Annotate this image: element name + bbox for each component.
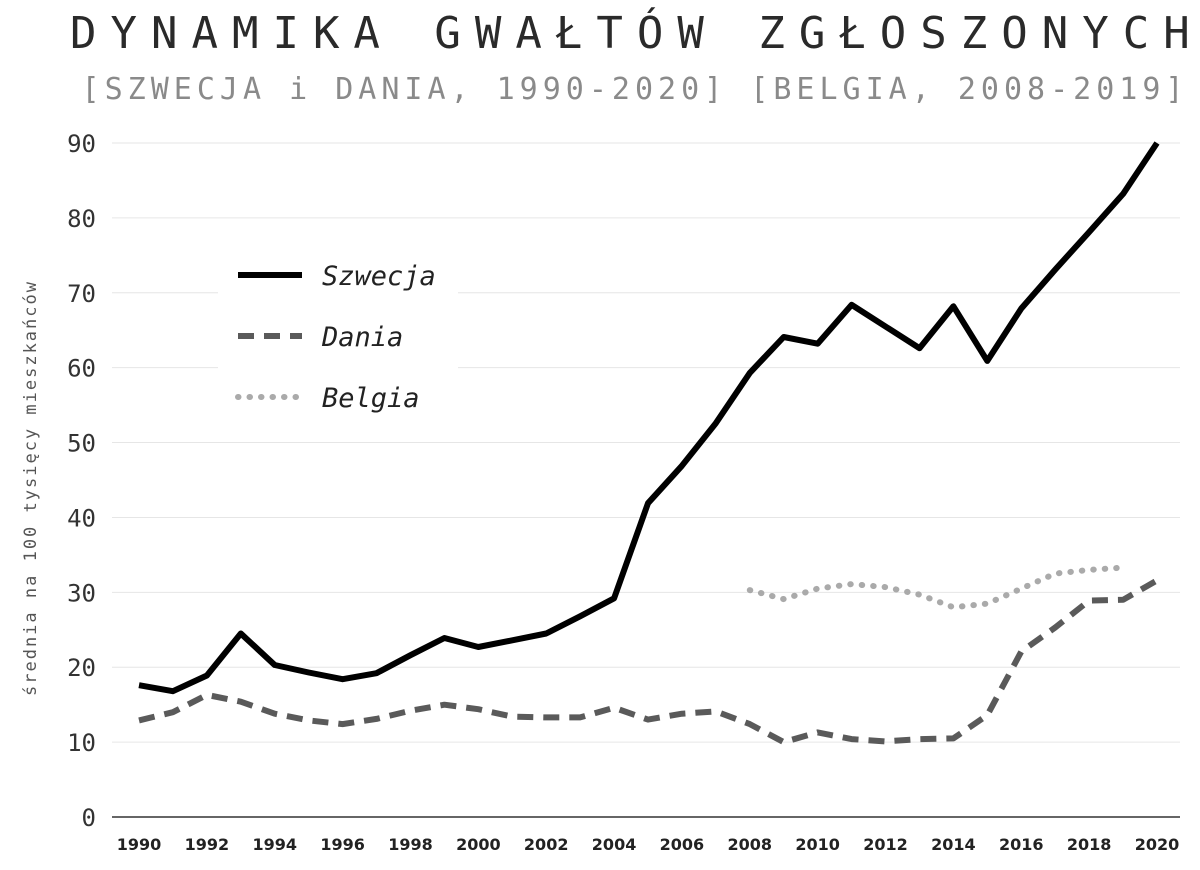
x-tick-label-2008: 2008 <box>728 835 773 854</box>
x-tick-label-2016: 2016 <box>999 835 1044 854</box>
legend: Szwecja Dania Belgia <box>218 240 458 420</box>
x-tick-label-1992: 1992 <box>185 835 230 854</box>
series-line-belgia <box>746 564 1127 611</box>
legend-label-dania: Dania <box>321 322 403 353</box>
series-line-szwecja <box>138 141 1160 695</box>
y-tick-label-40: 40 <box>67 504 96 532</box>
x-tick-label-2014: 2014 <box>931 835 976 854</box>
y-tick-label-60: 60 <box>67 355 96 383</box>
x-tick-label-2000: 2000 <box>456 835 501 854</box>
chart-subtitle: [SZWECJA i DANIA, 1990-2020] [BELGIA, 20… <box>81 72 1189 107</box>
y-tick-label-90: 90 <box>67 130 96 158</box>
y-tick-label-30: 30 <box>67 579 96 607</box>
legend-label-belgia: Belgia <box>322 383 420 414</box>
x-tick-label-2002: 2002 <box>524 835 569 854</box>
series-lines <box>138 141 1160 746</box>
x-tick-label-2020: 2020 <box>1135 835 1180 854</box>
axes: 0 10 20 30 40 50 60 70 80 90 1990 1992 1994 1996 1998 2… <box>67 130 1180 854</box>
x-tick-label-1996: 1996 <box>320 835 365 854</box>
y-tick-label-70: 70 <box>67 280 96 308</box>
legend-background <box>218 240 458 420</box>
x-tick-label-2018: 2018 <box>1067 835 1112 854</box>
y-axis-label: średnia na 100 tysięcy mieszkańców <box>21 280 41 696</box>
x-tick-label-2004: 2004 <box>592 835 637 854</box>
x-tick-label-2010: 2010 <box>795 835 840 854</box>
x-tick-label-1990: 1990 <box>117 835 162 854</box>
legend-label-szwecja: Szwecja <box>322 261 436 292</box>
chart-title: DYNAMIKA GWAŁTÓW ZGŁOSZONYCH <box>70 8 1200 59</box>
y-tick-label-50: 50 <box>67 430 96 458</box>
y-tick-label-0: 0 <box>82 804 96 832</box>
y-tick-label-20: 20 <box>67 654 96 682</box>
y-tick-label-80: 80 <box>67 205 96 233</box>
x-tick-label-2006: 2006 <box>660 835 705 854</box>
x-tick-label-2012: 2012 <box>863 835 908 854</box>
x-tick-label-1998: 1998 <box>388 835 433 854</box>
y-tick-label-10: 10 <box>67 729 96 757</box>
series-line-dania <box>138 577 1159 746</box>
x-tick-label-1994: 1994 <box>252 835 297 854</box>
